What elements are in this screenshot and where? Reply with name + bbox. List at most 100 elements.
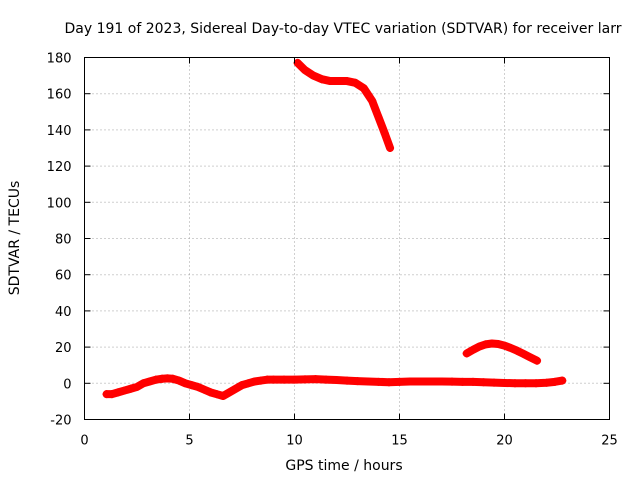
- data-point: [469, 345, 477, 354]
- data-point: [114, 388, 123, 397]
- y-tick-label: 80: [55, 233, 72, 248]
- grid: [84, 57, 610, 420]
- data-point: [168, 374, 177, 383]
- data-point: [187, 381, 196, 390]
- data-point: [181, 379, 190, 388]
- data-point: [334, 77, 343, 86]
- data-point: [525, 353, 534, 362]
- y-tick-label: 0: [63, 377, 71, 392]
- data-point: [406, 377, 414, 386]
- data-series: [462, 339, 542, 365]
- data-point: [475, 342, 484, 351]
- data-points: [102, 58, 567, 400]
- data-point: [309, 71, 318, 80]
- data-point: [175, 376, 183, 385]
- y-tick-label: 160: [47, 88, 72, 103]
- data-point: [479, 378, 488, 387]
- axis-ticks: 0 5 10 15 20 25 -20 0 20 40 60 80 100 120 140 160 180: [47, 52, 618, 449]
- data-point: [219, 391, 228, 400]
- data-point: [550, 377, 559, 386]
- data-point: [301, 66, 309, 75]
- data-point: [494, 340, 503, 349]
- y-tick-label: 140: [47, 124, 72, 139]
- data-point: [448, 377, 456, 386]
- data-point: [386, 144, 395, 152]
- data-point: [469, 377, 477, 386]
- data-point: [212, 390, 221, 399]
- data-point: [521, 379, 530, 388]
- data-point: [206, 388, 215, 397]
- data-point: [311, 375, 320, 384]
- data-point: [231, 384, 240, 393]
- data-point: [437, 377, 446, 386]
- data-point: [120, 386, 129, 395]
- data-point: [225, 388, 234, 397]
- data-point: [256, 376, 265, 385]
- x-tick-label: 20: [496, 434, 513, 449]
- data-point: [280, 375, 288, 384]
- data-series: [293, 58, 395, 152]
- data-point: [506, 344, 515, 353]
- data-point: [513, 346, 522, 355]
- data-point: [332, 376, 341, 385]
- data-point: [290, 375, 299, 384]
- data-point: [250, 377, 259, 386]
- y-tick-label: 20: [55, 341, 72, 356]
- data-point: [385, 378, 393, 387]
- data-point: [133, 382, 141, 391]
- y-axis-label: SDTVAR / TECUs: [7, 181, 23, 296]
- plot-frame: [84, 57, 610, 420]
- data-point: [427, 377, 435, 386]
- data-point: [301, 375, 309, 384]
- data-point: [238, 381, 246, 390]
- data-point: [107, 390, 116, 399]
- y-tick-label: 40: [55, 305, 72, 320]
- x-axis-label: GPS time / hours: [285, 458, 402, 474]
- data-point: [326, 77, 335, 86]
- chart-title: Day 191 of 2023, Sidereal Day-to-day VTE…: [65, 21, 622, 37]
- data-point: [353, 377, 362, 386]
- data-point: [374, 113, 383, 122]
- x-tick-label: 10: [286, 434, 303, 449]
- data-point: [151, 375, 160, 384]
- data-point: [490, 378, 498, 387]
- data-point: [542, 378, 551, 387]
- data-point: [533, 356, 542, 365]
- data-point: [380, 129, 389, 138]
- data-point: [145, 377, 154, 386]
- data-point: [126, 384, 135, 393]
- data-point: [416, 377, 425, 386]
- x-tick-label: 25: [601, 434, 618, 449]
- data-point: [193, 382, 202, 391]
- data-point: [500, 378, 509, 387]
- data-point: [343, 77, 351, 86]
- x-tick-label: 5: [185, 434, 193, 449]
- data-point: [364, 377, 372, 386]
- data-point: [317, 75, 326, 84]
- data-point: [139, 379, 148, 388]
- data-point: [322, 375, 330, 384]
- data-point: [511, 379, 519, 388]
- y-tick-label: 180: [47, 52, 72, 67]
- data-point: [395, 377, 404, 386]
- data-point: [200, 385, 209, 394]
- y-tick-label: 120: [47, 160, 72, 175]
- x-tick-label: 0: [80, 434, 88, 449]
- data-point: [368, 96, 377, 105]
- data-point: [462, 349, 471, 358]
- data-point: [343, 376, 351, 385]
- y-tick-label: 60: [55, 269, 72, 284]
- data-point: [374, 377, 383, 386]
- data-point: [269, 375, 278, 384]
- data-point: [458, 377, 467, 386]
- data-point: [351, 78, 360, 87]
- x-tick-label: 15: [391, 434, 408, 449]
- data-series: [102, 374, 567, 400]
- data-point: [558, 376, 567, 385]
- data-point: [532, 379, 540, 388]
- data-point: [500, 341, 509, 350]
- data-point: [244, 379, 253, 388]
- data-point: [359, 84, 368, 93]
- data-point: [519, 349, 528, 358]
